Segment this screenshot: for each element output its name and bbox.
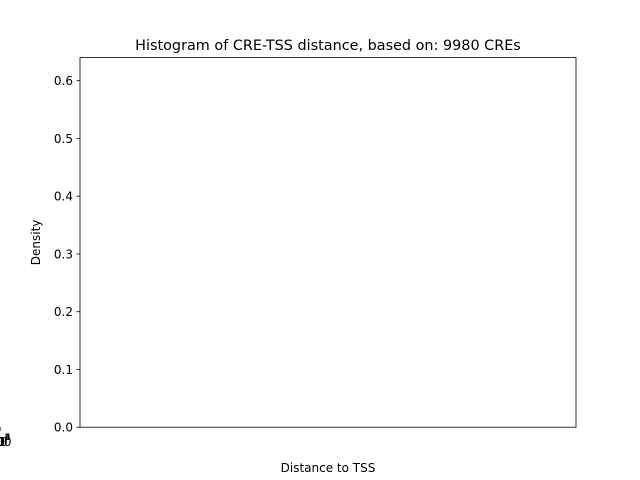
x-tick-label-base: 10: [0, 435, 5, 449]
x-tick-label-base: 100: [0, 435, 11, 449]
x-axis-label: Distance to TSS: [281, 461, 376, 475]
y-tick-label: 0.1: [54, 363, 73, 377]
x-tick-label-exponent: 3: [5, 433, 10, 443]
y-tick-label: 0.6: [54, 74, 73, 88]
x-axis: 010100103104105106: [0, 427, 11, 449]
y-tick-label: 0.3: [54, 247, 73, 261]
x-tick-label: 106: [0, 433, 10, 449]
x-tick-label-base: 0: [0, 435, 4, 449]
x-tick-label: 103: [0, 433, 10, 449]
x-tick-label-exponent: 6: [5, 433, 10, 443]
axes-frame: [79, 57, 577, 428]
y-tick-label: 0.2: [54, 305, 73, 319]
x-tick-label: 100: [0, 435, 11, 449]
x-tick-label: 0: [0, 435, 4, 449]
x-tick-label-base: 10: [0, 435, 5, 449]
x-tick-label-exponent: 4: [5, 433, 10, 443]
x-tick-label: 104: [0, 433, 10, 449]
x-tick-label-base: 10: [0, 435, 5, 449]
y-tick-label: 0.4: [54, 190, 73, 204]
y-tick-label: 0.5: [54, 132, 73, 146]
x-tick-label-base: 10: [0, 435, 5, 449]
y-axis-label: Density: [29, 220, 43, 266]
y-tick-label: 0.0: [54, 421, 73, 435]
x-tick-label: 105: [0, 433, 10, 449]
x-tick-label: 10: [0, 435, 8, 449]
x-tick-label-exponent: 5: [5, 433, 10, 443]
x-tick-label-base: 10: [0, 435, 8, 449]
y-axis: 0.0 0.1 0.2 0.3 0.4 0.5 0.6: [54, 74, 80, 435]
chart-title: Histogram of CRE-TSS distance, based on:…: [135, 38, 521, 54]
